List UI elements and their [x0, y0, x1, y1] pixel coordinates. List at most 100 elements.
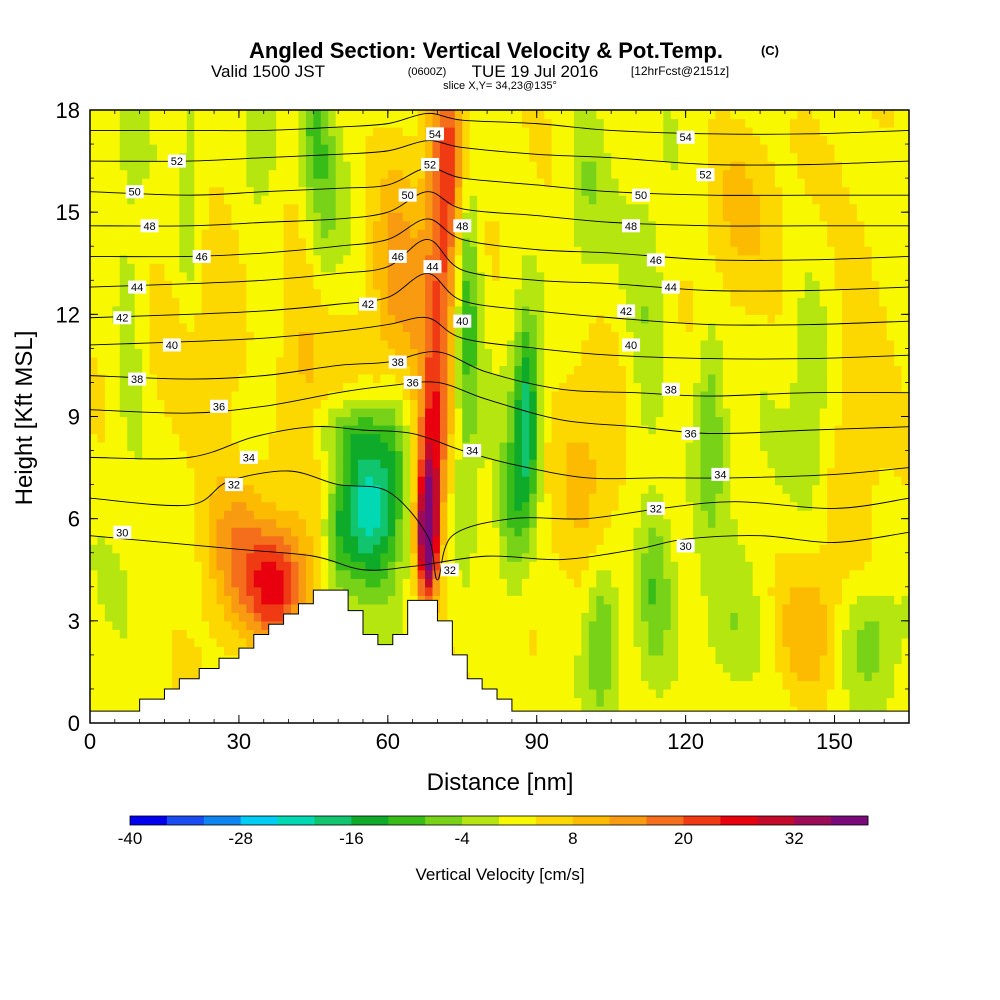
velocity-cell: [149, 620, 158, 630]
velocity-cell: [648, 493, 657, 503]
velocity-cell: [871, 527, 880, 537]
velocity-cell: [767, 697, 776, 707]
velocity-cell: [886, 552, 895, 562]
velocity-cell: [313, 450, 322, 460]
velocity-cell: [417, 518, 426, 528]
velocity-cell: [819, 569, 828, 579]
velocity-cell: [469, 518, 478, 528]
velocity-cell: [224, 493, 233, 503]
velocity-cell: [849, 365, 858, 375]
velocity-cell: [782, 373, 791, 384]
velocity-cell: [119, 663, 128, 673]
velocity-cell: [693, 407, 702, 418]
velocity-cell: [618, 407, 627, 418]
velocity-cell: [499, 629, 508, 639]
velocity-cell: [856, 433, 865, 443]
velocity-cell: [194, 382, 203, 392]
velocity-cell: [901, 510, 909, 520]
velocity-cell: [618, 612, 627, 622]
velocity-cell: [179, 552, 188, 562]
velocity-cell: [298, 527, 307, 537]
velocity-cell: [119, 544, 128, 554]
velocity-cell: [879, 705, 888, 716]
velocity-cell: [514, 442, 523, 452]
velocity-cell: [372, 544, 381, 554]
velocity-cell: [864, 629, 873, 639]
velocity-cell: [164, 569, 173, 579]
velocity-cell: [804, 595, 813, 605]
velocity-cell: [581, 646, 590, 656]
velocity-cell: [492, 407, 501, 418]
velocity-cell: [298, 382, 307, 392]
velocity-cell: [678, 382, 687, 392]
velocity-cell: [901, 433, 909, 443]
velocity-cell: [774, 356, 784, 367]
velocity-cell: [611, 501, 620, 511]
velocity-cell: [752, 442, 761, 452]
velocity-cell: [134, 348, 143, 358]
velocity-cell: [581, 416, 590, 426]
velocity-cell: [328, 459, 337, 469]
velocity-cell: [514, 688, 523, 699]
velocity-cell: [90, 603, 99, 613]
velocity-cell: [335, 459, 344, 469]
velocity-cell: [730, 476, 739, 486]
velocity-cell: [506, 425, 515, 435]
velocity-cell: [774, 459, 784, 469]
velocity-cell: [693, 646, 702, 656]
velocity-cell: [142, 637, 151, 647]
velocity-cell: [134, 416, 143, 426]
velocity-cell: [774, 407, 784, 418]
velocity-cell: [521, 603, 530, 613]
velocity-cell: [246, 552, 255, 562]
velocity-cell: [782, 578, 791, 588]
velocity-cell: [499, 663, 508, 673]
velocity-cell: [782, 467, 791, 477]
velocity-cell: [119, 620, 128, 630]
velocity-cell: [588, 561, 597, 571]
velocity-cell: [901, 705, 909, 716]
velocity-cell: [827, 697, 836, 707]
velocity-cell: [372, 416, 381, 426]
velocity-cell: [484, 399, 493, 409]
velocity-cell: [782, 637, 791, 647]
velocity-cell: [104, 552, 113, 562]
velocity-cell: [127, 476, 136, 486]
velocity-cell: [767, 569, 776, 579]
velocity-cell: [246, 442, 255, 452]
velocity-cell: [291, 433, 300, 443]
velocity-cell: [864, 561, 873, 571]
velocity-cell: [395, 390, 404, 401]
velocity-cell: [447, 586, 456, 596]
velocity-cell: [767, 637, 776, 647]
velocity-cell: [566, 476, 575, 486]
velocity-cell: [648, 425, 657, 435]
velocity-cell: [693, 680, 702, 690]
velocity-cell: [395, 348, 404, 358]
velocity-cell: [551, 578, 560, 588]
velocity-cell: [447, 382, 456, 392]
velocity-cell: [804, 569, 813, 579]
velocity-cell: [871, 603, 880, 613]
velocity-cell: [335, 373, 344, 384]
velocity-cell: [551, 501, 560, 511]
velocity-cell: [305, 510, 314, 520]
velocity-cell: [365, 586, 374, 596]
velocity-cell: [812, 654, 821, 664]
velocity-cell: [663, 578, 672, 588]
velocity-cell: [581, 510, 590, 520]
velocity-cell: [640, 450, 650, 460]
velocity-cell: [506, 442, 515, 452]
velocity-cell: [730, 629, 739, 639]
velocity-cell: [715, 450, 724, 460]
velocity-cell: [395, 365, 404, 375]
velocity-cell: [253, 442, 262, 452]
velocity-cell: [246, 407, 255, 418]
velocity-cell: [216, 561, 225, 571]
velocity-cell: [707, 365, 717, 375]
velocity-cell: [119, 561, 128, 571]
velocity-cell: [871, 629, 880, 639]
velocity-cell: [670, 680, 679, 690]
velocity-cell: [179, 620, 188, 630]
velocity-cell: [730, 612, 739, 622]
